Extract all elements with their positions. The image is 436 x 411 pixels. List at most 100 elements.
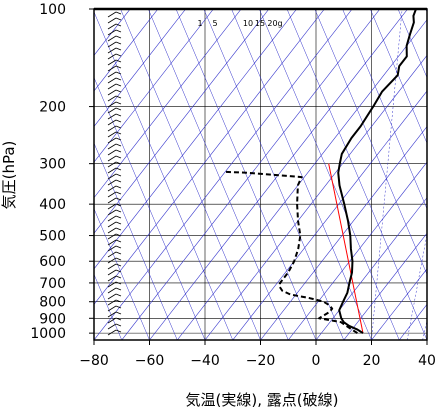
- series-lines: [225, 9, 417, 334]
- wind-barb-flag: [115, 251, 122, 255]
- wind-barb-flag: [115, 137, 122, 141]
- wind-barb-flag: [115, 299, 122, 303]
- wind-barb-staff: [107, 23, 117, 30]
- wind-barb-flag: [115, 155, 122, 159]
- wind-barb-staff: [107, 167, 117, 174]
- wind-barb-flag: [115, 101, 122, 105]
- wind-barb-staff: [107, 107, 117, 114]
- mixing-ratio-label: 1: [197, 19, 202, 28]
- dry-adiabat-line: [286, 9, 427, 340]
- wind-barb-flag: [115, 233, 122, 237]
- dry-adiabat-line: [94, 273, 122, 340]
- wind-barb-flag: [115, 257, 122, 261]
- x-axis-ticks: −80 −60 −40 −20 0 20 40: [79, 340, 436, 369]
- wind-barb-flag: [115, 179, 122, 183]
- wind-barb-flag: [115, 113, 122, 117]
- wind-barb-flag: [115, 143, 122, 147]
- x-tick-label: −20: [246, 353, 276, 369]
- x-tick-label: −80: [79, 353, 109, 369]
- mixing-ratio-label: 10: [243, 19, 253, 28]
- wind-barb-flag: [115, 89, 122, 93]
- wind-barb-flag: [115, 203, 122, 207]
- wind-barb-staff: [107, 215, 117, 222]
- temperature-line: [337, 9, 417, 334]
- wind-barb-flag: [115, 23, 122, 27]
- y-tick-label: 1000: [30, 326, 66, 342]
- dewpoint-line: [225, 170, 358, 334]
- dry-adiabat-line: [342, 9, 427, 210]
- isotherm-line: [94, 9, 353, 340]
- wind-barb-flag: [115, 161, 122, 165]
- wind-barb-staff: [107, 275, 117, 282]
- wind-barb-staff: [107, 257, 117, 264]
- wind-barb-flag: [115, 305, 122, 309]
- x-tick-label: 0: [312, 353, 321, 369]
- isotherm-line: [94, 9, 242, 199]
- wind-barb-flag: [115, 35, 122, 39]
- wind-barb-flag: [115, 197, 122, 201]
- wind-barb-staff: [107, 101, 117, 108]
- dry-adiabat-line: [203, 9, 344, 340]
- wind-barb-flag: [115, 275, 122, 279]
- wind-barb-staff: [107, 287, 117, 294]
- y-tick-label: 300: [39, 157, 66, 173]
- wind-barb-flag: [115, 47, 122, 51]
- wind-barb-staff: [107, 17, 117, 24]
- isotherm-line: [232, 90, 427, 340]
- wind-barb-flag: [115, 11, 122, 15]
- isotherm-line: [288, 161, 427, 340]
- wind-barb-flag: [115, 245, 122, 249]
- wind-barb-staff: [107, 203, 117, 210]
- wind-barb-flag: [115, 227, 122, 231]
- dry-adiabat-line: [94, 76, 206, 340]
- dry-adiabat-line: [175, 9, 317, 340]
- mixing-ratio-label: 20g: [267, 19, 282, 28]
- wind-barb-staff: [107, 47, 117, 54]
- wind-barb-flag: [115, 59, 122, 63]
- wind-barb-flag: [115, 77, 122, 81]
- wind-barb-staff: [107, 155, 117, 162]
- isotherm-line: [371, 268, 427, 340]
- wind-barb-staff: [107, 83, 117, 90]
- isotherm-line: [260, 126, 427, 340]
- wind-barb-staff: [107, 323, 117, 330]
- y-tick-label: 600: [39, 254, 66, 270]
- wind-barb-staff: [107, 161, 117, 168]
- dry-adiabat-line: [94, 11, 233, 340]
- reference-line: [328, 163, 364, 334]
- mixing-ratio-lines: [371, 9, 427, 340]
- isotherm-line: [426, 339, 427, 340]
- x-tick-label: 20: [363, 353, 381, 369]
- y-tick-label: 100: [39, 2, 66, 18]
- isotherm-line: [94, 9, 325, 305]
- isotherm-line: [94, 9, 214, 163]
- y-axis-label: 気圧(hPa): [0, 141, 18, 210]
- isotherm-line: [204, 54, 427, 340]
- wind-barb-staff: [107, 197, 117, 204]
- wind-barb-flag: [115, 107, 122, 111]
- wind-barb-staff: [107, 173, 117, 180]
- wind-barb-flag: [115, 119, 122, 123]
- wind-barb-flag: [115, 323, 122, 327]
- dry-adiabat-line: [120, 9, 261, 340]
- wind-barb-staff: [107, 137, 117, 144]
- wind-barb-flag: [115, 239, 122, 243]
- wind-barb-staff: [107, 71, 117, 78]
- isotherm-line: [94, 9, 186, 128]
- wind-barb-staff: [107, 311, 117, 318]
- dry-adiabat-line: [94, 208, 150, 340]
- wind-barb-flag: [115, 149, 122, 153]
- dry-adiabat-line: [148, 9, 289, 340]
- wind-barb-staff: [107, 179, 117, 186]
- dry-adiabat-line: [231, 9, 372, 340]
- wind-barb-staff: [107, 329, 117, 336]
- wind-barb-staff: [107, 77, 117, 84]
- wind-barb-flag: [115, 185, 122, 189]
- wind-barb-flag: [115, 65, 122, 69]
- wind-barb-staff: [107, 209, 117, 216]
- wind-barb-flag: [115, 293, 122, 297]
- isotherm-line: [94, 9, 297, 270]
- y-tick-label: 200: [39, 100, 66, 116]
- reference-lines: [328, 163, 364, 334]
- wind-barb-flag: [115, 29, 122, 33]
